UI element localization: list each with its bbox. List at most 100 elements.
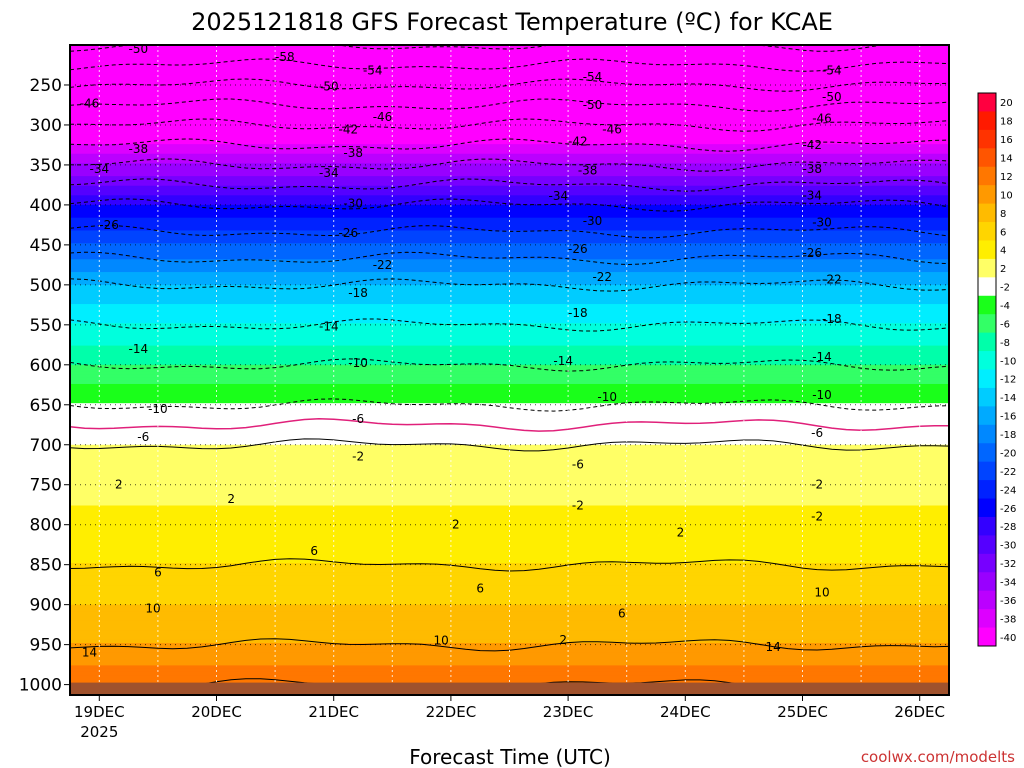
temperature-band bbox=[70, 527, 949, 532]
x-tick-sublabel: 2025 bbox=[80, 723, 118, 741]
contour-label: -34 bbox=[802, 188, 822, 202]
contour-label: -2 bbox=[572, 499, 584, 513]
temperature-band bbox=[70, 220, 949, 225]
temperature-band bbox=[70, 115, 949, 120]
temperature-band bbox=[70, 435, 949, 439]
colorbar-swatch bbox=[978, 553, 996, 573]
colorbar-label: -36 bbox=[1000, 596, 1016, 607]
colorbar-label: -4 bbox=[1000, 301, 1010, 312]
temperature-band bbox=[70, 252, 949, 257]
credit-text: coolwx.com/modelts bbox=[861, 748, 1015, 766]
y-tick-label: 1000 bbox=[19, 676, 62, 696]
y-tick-label: 600 bbox=[30, 356, 62, 376]
colorbar-label: 6 bbox=[1000, 227, 1006, 238]
temperature-band bbox=[70, 131, 949, 136]
temperature-band bbox=[70, 361, 949, 366]
x-tick-label: 25DEC bbox=[777, 703, 828, 721]
temperature-band bbox=[70, 192, 949, 196]
colorbar-label: -26 bbox=[1000, 504, 1016, 515]
contour-label: -46 bbox=[80, 96, 100, 110]
contour-label: 6 bbox=[154, 566, 162, 580]
contour-label: -46 bbox=[373, 110, 393, 124]
temperature-band bbox=[70, 636, 949, 641]
colorbar-swatch bbox=[978, 387, 996, 407]
colorbar-label: -32 bbox=[1000, 559, 1016, 570]
colorbar-swatch bbox=[978, 203, 996, 223]
contour-label: -38 bbox=[343, 146, 363, 160]
contour-label: -14 bbox=[812, 350, 832, 364]
contour-label: 14 bbox=[766, 640, 781, 654]
contour-label: -2 bbox=[811, 510, 823, 524]
colorbar-label: 10 bbox=[1000, 190, 1013, 201]
contour-label: -30 bbox=[812, 215, 832, 229]
temperature-band bbox=[70, 70, 949, 75]
contour-label: -18 bbox=[568, 306, 588, 320]
contour-label: -38 bbox=[802, 162, 822, 176]
colorbar-label: -38 bbox=[1000, 614, 1016, 625]
colorbar-swatch bbox=[978, 498, 996, 518]
colorbar-label: -20 bbox=[1000, 448, 1016, 459]
contour-label: -46 bbox=[602, 123, 622, 137]
contour-label: -58 bbox=[275, 50, 295, 64]
colorbar-frame bbox=[977, 92, 997, 647]
contour-label: -30 bbox=[343, 196, 363, 210]
contour-label: -10 bbox=[148, 402, 168, 416]
temperature-band bbox=[70, 345, 949, 350]
plot-area: -50 -58 -54 -54 -54 -46 -50 -50 -50 -46 -46 -46 -42 -… bbox=[70, 45, 949, 695]
colorbar-swatch bbox=[978, 609, 996, 629]
temperature-band bbox=[70, 352, 949, 356]
colorbar-label: -10 bbox=[1000, 356, 1016, 367]
colorbar-swatch bbox=[978, 406, 996, 426]
temperature-band bbox=[70, 662, 949, 667]
x-axis-title: Forecast Time (UTC) bbox=[409, 745, 611, 768]
temperature-band bbox=[70, 227, 949, 232]
contour-label: -26 bbox=[568, 242, 588, 256]
temperature-band bbox=[70, 217, 949, 222]
colorbar-legend: 20 18 16 14 12 10 8 6 4 2 -2 -4 -6 -8 -10 -12 -14 -16 -18 -… bbox=[977, 92, 1016, 647]
temperature-band bbox=[70, 236, 949, 241]
contour-label: -10 bbox=[812, 388, 832, 402]
temperature-band bbox=[70, 572, 949, 577]
temperature-band bbox=[70, 387, 949, 391]
temperature-band bbox=[70, 371, 949, 375]
colorbar-label: -18 bbox=[1000, 430, 1016, 441]
colorbar-swatch bbox=[978, 295, 996, 315]
contour-label: 6 bbox=[310, 544, 318, 558]
temperature-band bbox=[70, 531, 949, 535]
temperature-band bbox=[70, 246, 949, 251]
colorbar-swatch bbox=[978, 240, 996, 260]
temperature-band bbox=[70, 211, 949, 216]
contour-label: -2 bbox=[352, 450, 364, 464]
colorbar-label: 14 bbox=[1000, 154, 1013, 165]
y-tick-label: 700 bbox=[30, 436, 62, 456]
temperature-band bbox=[70, 467, 949, 471]
x-tick-label: 20DEC bbox=[191, 703, 242, 721]
colorbar-label: 20 bbox=[1000, 98, 1013, 109]
temperature-band bbox=[70, 390, 949, 395]
temperature-band bbox=[70, 265, 949, 270]
colorbar-label: -6 bbox=[1000, 319, 1010, 330]
colorbar-swatch bbox=[978, 166, 996, 186]
contour-label: 2 bbox=[115, 478, 123, 492]
contour-label: -42 bbox=[339, 123, 359, 137]
colorbar-label: -30 bbox=[1000, 541, 1016, 552]
temperature-band bbox=[70, 460, 949, 465]
temperature-band bbox=[70, 550, 949, 555]
temperature-band bbox=[70, 591, 949, 596]
ground-layer bbox=[70, 682, 949, 695]
temperature-band bbox=[70, 627, 949, 631]
temperature-band bbox=[70, 86, 949, 91]
temperature-band bbox=[70, 505, 949, 510]
colorbar-swatch bbox=[978, 129, 996, 149]
colorbar-swatch bbox=[978, 258, 996, 278]
temperature-band bbox=[70, 441, 949, 446]
colorbar-swatch bbox=[978, 535, 996, 555]
temperature-band bbox=[70, 585, 949, 590]
temperature-band bbox=[70, 665, 949, 670]
x-tick-label: 21DEC bbox=[308, 703, 359, 721]
temperature-band bbox=[70, 643, 949, 647]
temperature-band bbox=[70, 547, 949, 551]
temperature-band bbox=[70, 415, 949, 420]
temperature-band bbox=[70, 137, 949, 142]
contour-label: -14 bbox=[129, 342, 149, 356]
